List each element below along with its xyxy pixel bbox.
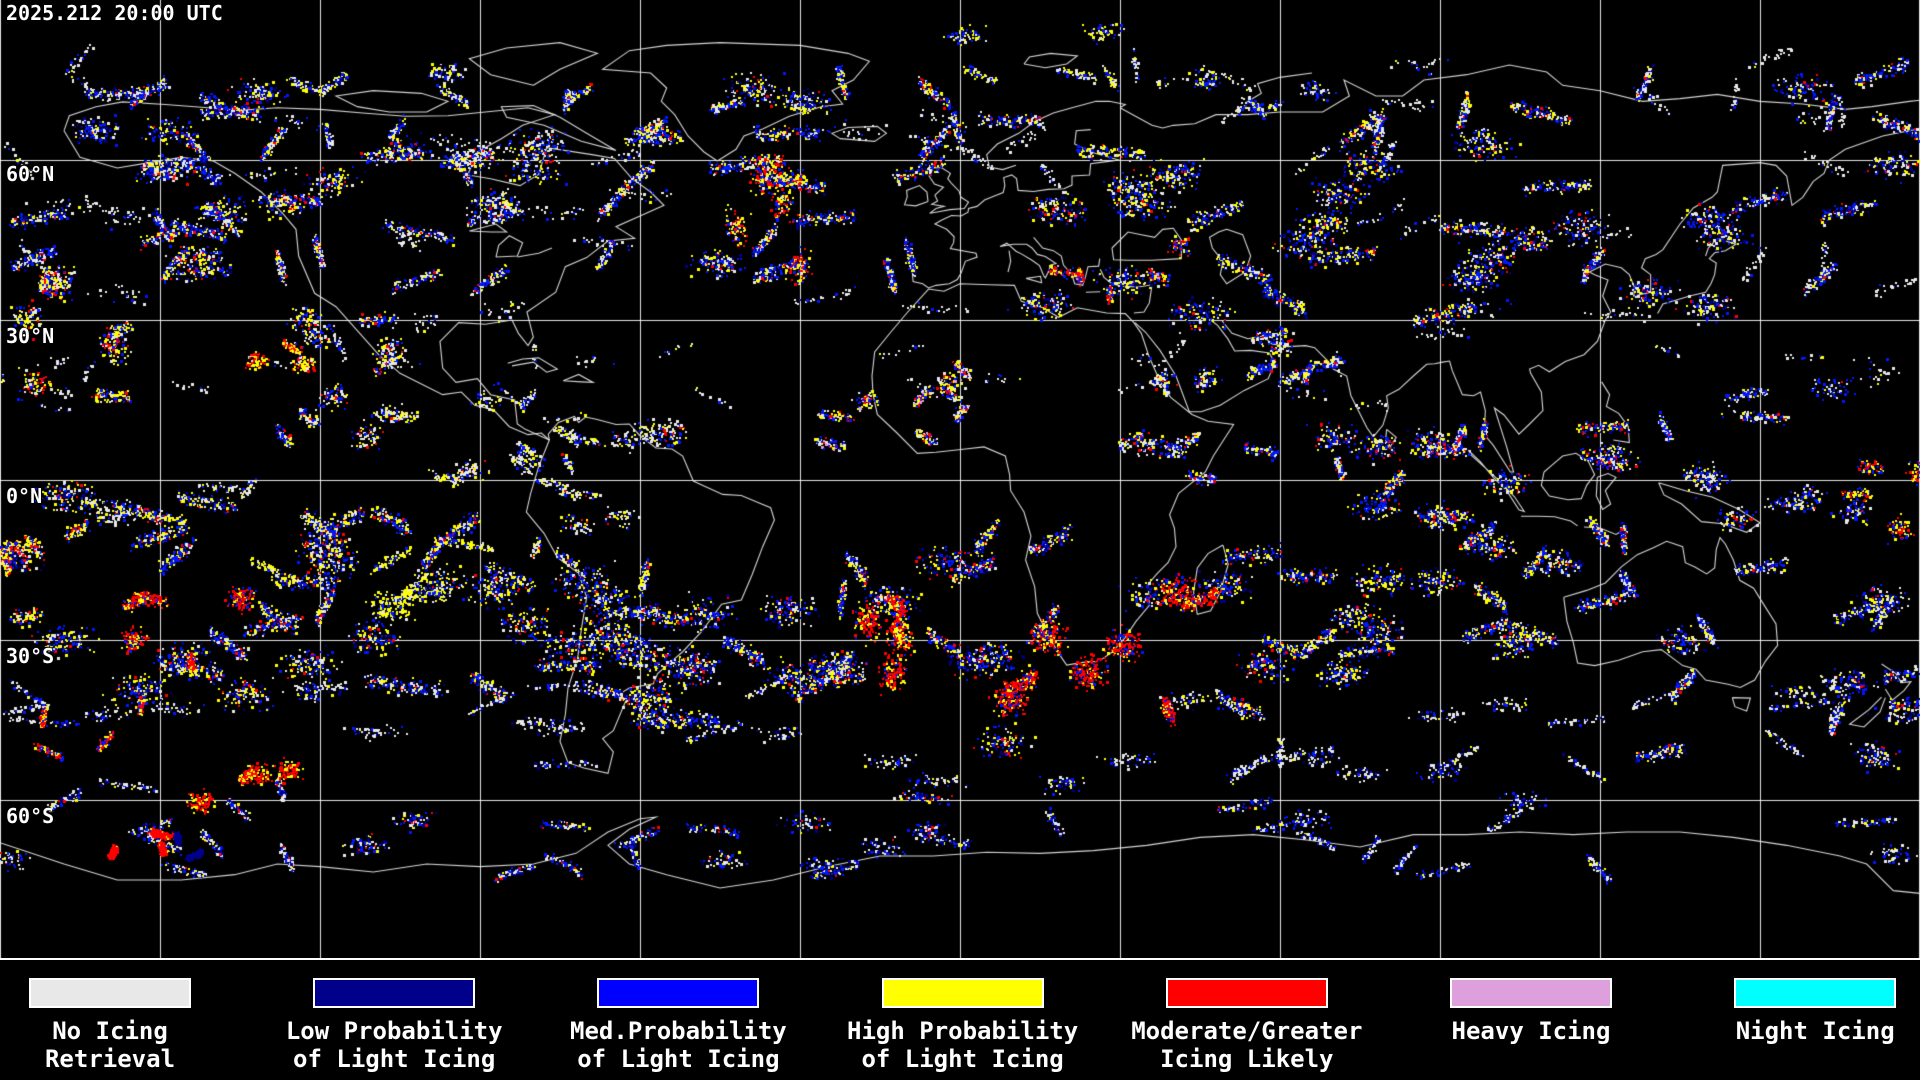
legend-bar: No Icing Retrieval Low Probability of Light… — [0, 958, 1920, 1080]
legend-label-line2: Icing Likely — [1160, 1045, 1334, 1073]
latitude-label: 30°N — [6, 324, 55, 348]
legend-swatch — [881, 978, 1044, 1008]
legend-label-line1: Moderate/Greater — [1131, 1017, 1363, 1045]
legend-label-line1: Med.Probability — [570, 1017, 787, 1045]
legend-swatch — [29, 978, 191, 1008]
world-icing-map: 2025.212 20:00 UTC 60°N 30°N 0°N 30°S 60°S — [0, 0, 1920, 958]
legend-label-line2: of Light Icing — [861, 1045, 1064, 1073]
legend-label-line2: Retrieval — [44, 1045, 176, 1073]
legend-swatch — [313, 978, 476, 1008]
legend-label-line2: of Light Icing — [577, 1045, 780, 1073]
latitude-label: 60°S — [6, 804, 55, 828]
latitude-label: 0°N — [6, 484, 43, 508]
latitude-label: 60°N — [6, 162, 55, 186]
legend-label-line1: Night Icing — [1735, 1017, 1895, 1045]
icing-map-canvas — [0, 0, 1920, 958]
legend-swatch — [1165, 978, 1328, 1008]
legend-swatch — [1450, 978, 1612, 1008]
timestamp-label: 2025.212 20:00 UTC — [6, 1, 223, 25]
latitude-label: 30°S — [6, 644, 55, 668]
legend-label-line1: Low Probability — [285, 1017, 503, 1045]
legend-label-line1: Heavy Icing — [1451, 1017, 1611, 1045]
legend-label-line1: No Icing — [52, 1017, 168, 1045]
legend-label-line1: High Probability — [847, 1017, 1079, 1045]
legend-label-line2: of Light Icing — [293, 1045, 496, 1073]
legend-swatch — [1734, 978, 1897, 1008]
legend-swatch — [597, 978, 760, 1008]
